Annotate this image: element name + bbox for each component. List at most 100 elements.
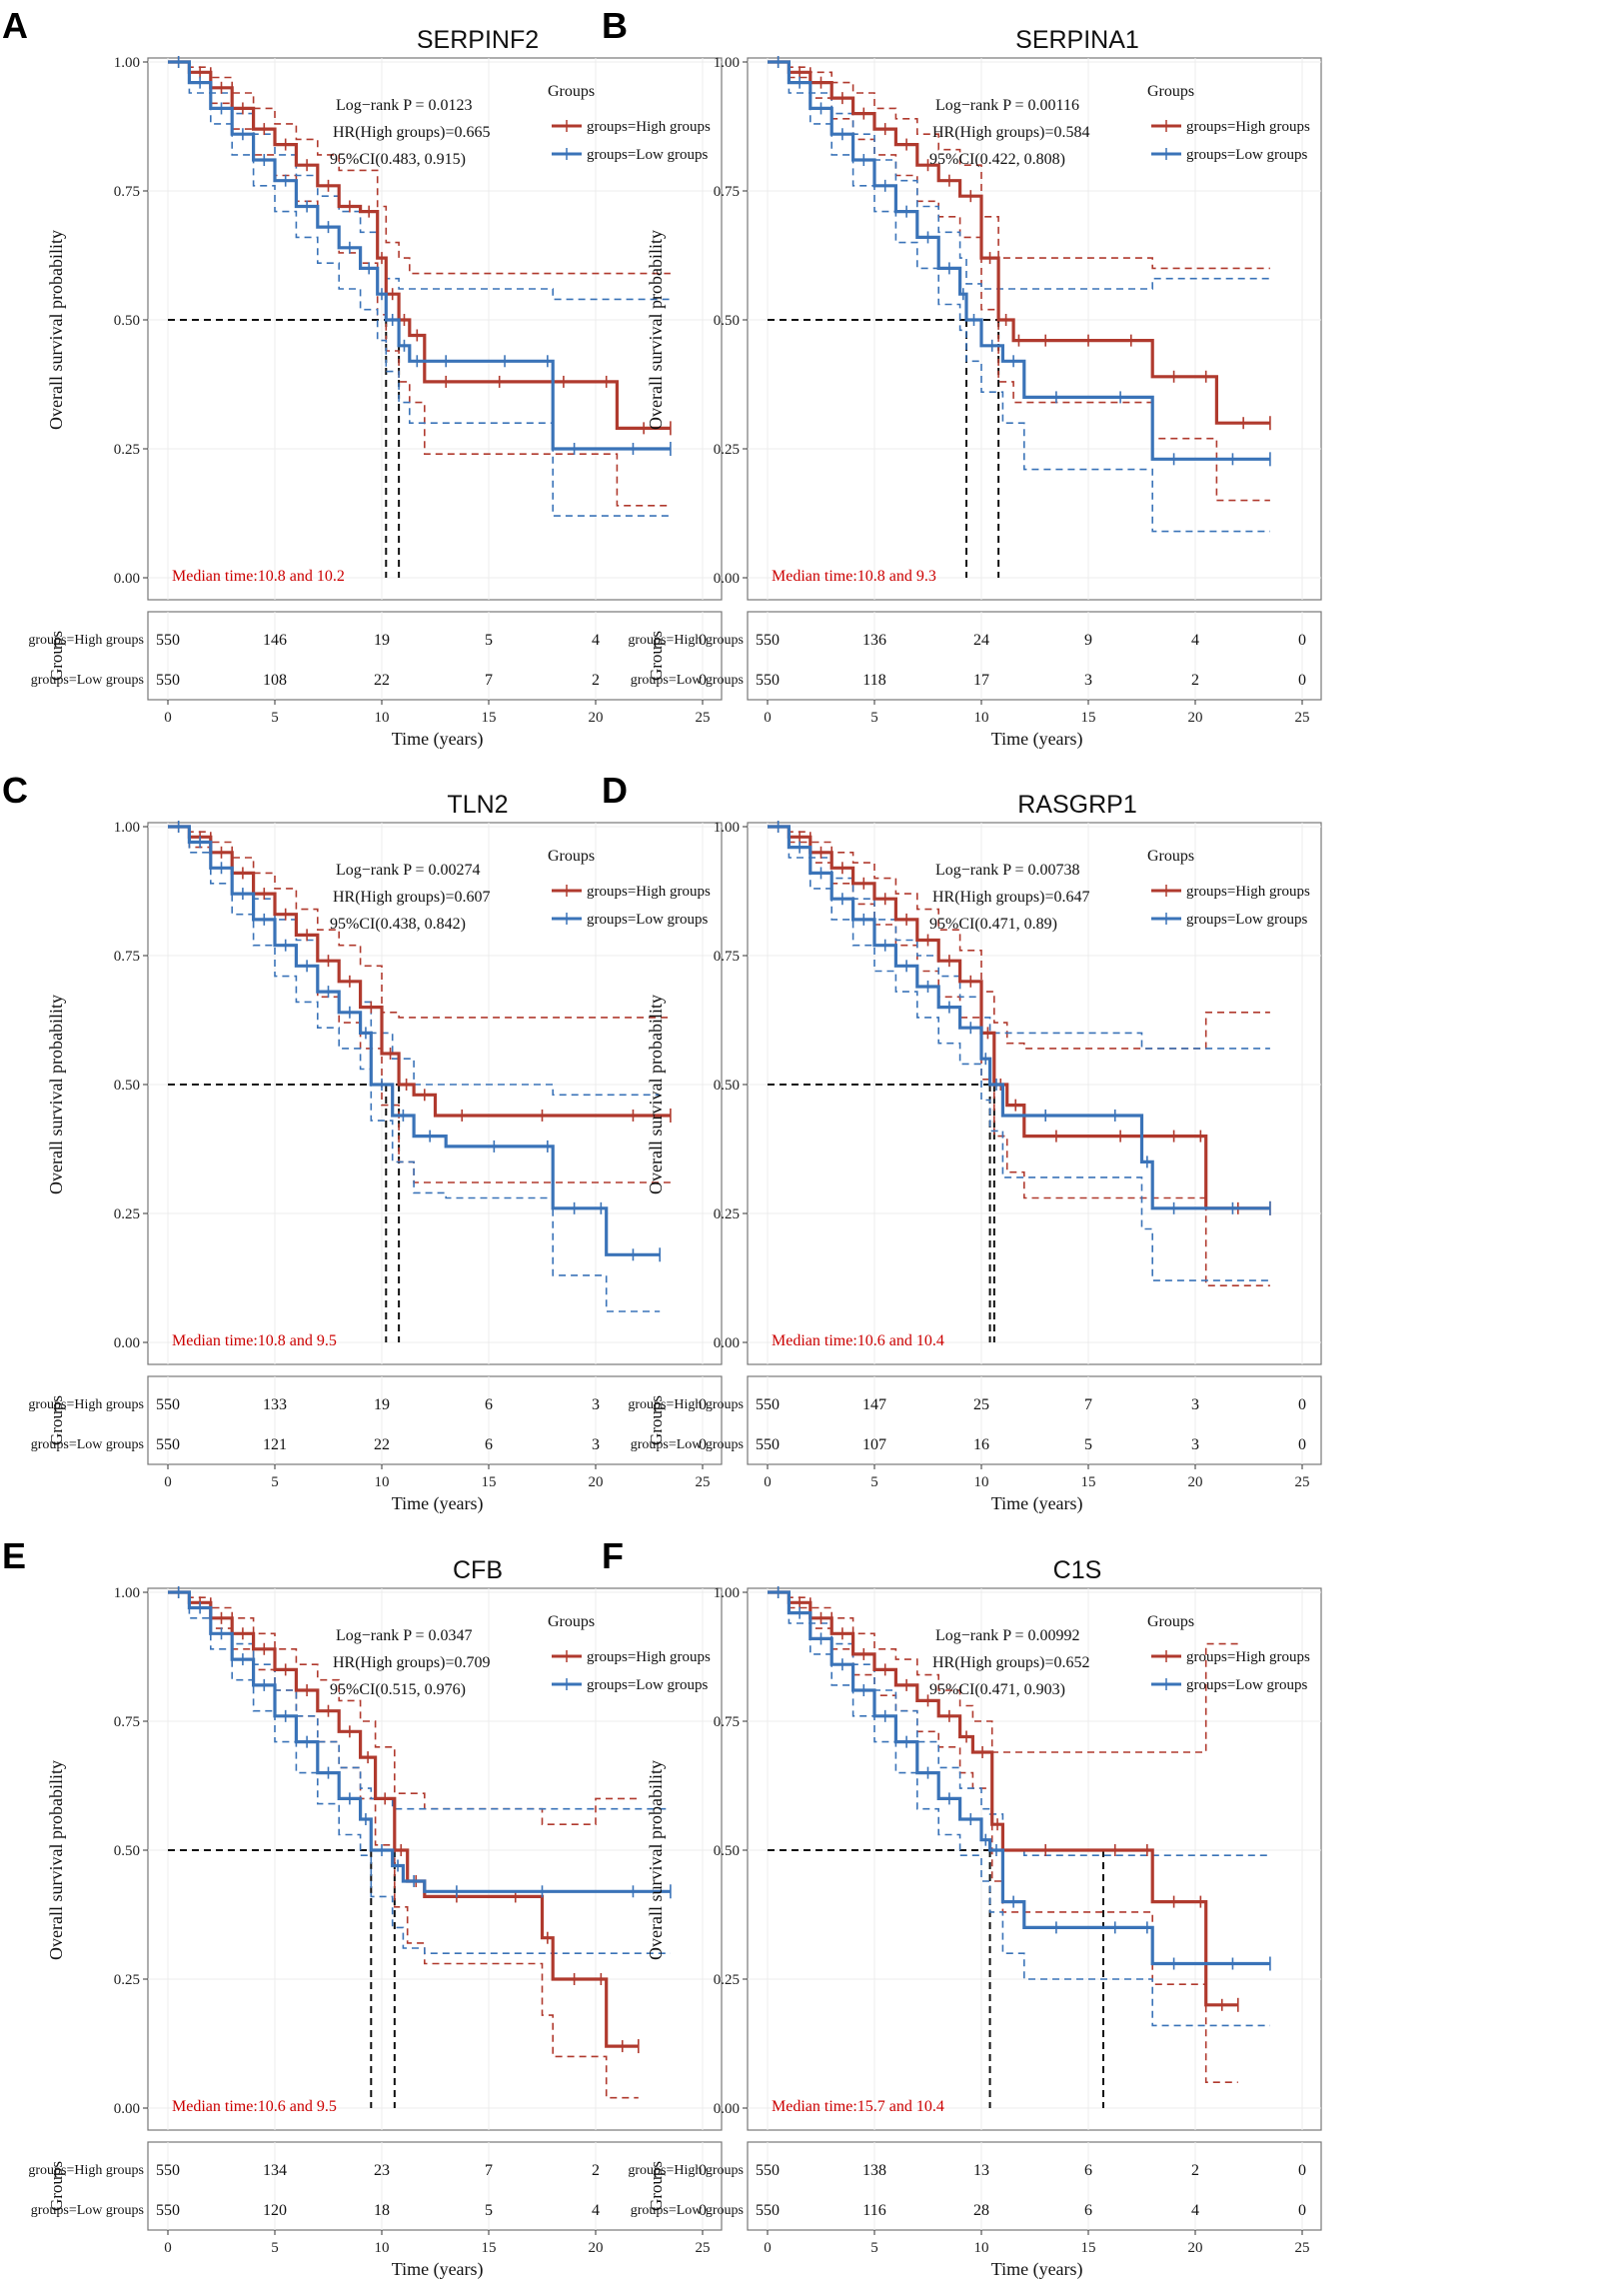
x-tick-label: 20 xyxy=(1188,2240,1203,2256)
risk-table-frame xyxy=(747,2141,1322,2231)
x-tick-label: 0 xyxy=(164,710,172,726)
ci-upper-low xyxy=(168,1591,671,1810)
stat-line-1: Log−rank P = 0.00738 xyxy=(935,862,1080,879)
risk-row-label-high: groups=High groups xyxy=(628,2163,744,2178)
risk-count-low: 550 xyxy=(156,672,180,689)
risk-row-label-high: groups=High groups xyxy=(28,633,144,648)
x-tick-label: 15 xyxy=(1081,1474,1096,1490)
x-tick-label: 10 xyxy=(974,2240,989,2256)
risk-count-low: 0 xyxy=(699,1436,707,1453)
y-tick-label: 1.00 xyxy=(714,55,740,71)
x-tick-label: 5 xyxy=(271,2240,279,2256)
risk-count-low: 0 xyxy=(1298,1436,1306,1453)
stat-line-2: HR(High groups)=0.647 xyxy=(932,889,1089,906)
stat-line-3: 95%CI(0.471, 0.89) xyxy=(929,916,1057,933)
panel-letter: E xyxy=(2,1535,26,1576)
y-tick-label: 0.75 xyxy=(114,1714,140,1730)
legend-label-low: groups=Low groups xyxy=(1186,912,1308,928)
risk-axis-label: Groups xyxy=(47,2161,66,2211)
risk-count-high: 4 xyxy=(1191,632,1199,649)
x-tick-label: 10 xyxy=(974,710,989,726)
x-tick-label: 0 xyxy=(764,710,772,726)
legend-label-low: groups=Low groups xyxy=(587,912,709,928)
legend-label-high: groups=High groups xyxy=(1186,1649,1310,1665)
y-tick-label: 0.75 xyxy=(714,184,740,200)
plot-frame xyxy=(147,57,723,601)
x-tick-label: 5 xyxy=(870,1474,878,1490)
risk-count-low: 108 xyxy=(263,672,287,689)
x-tick-label: 20 xyxy=(589,2240,604,2256)
risk-count-high: 550 xyxy=(156,632,180,649)
risk-count-low: 118 xyxy=(862,672,885,689)
risk-count-low: 28 xyxy=(973,2202,989,2219)
risk-count-high: 550 xyxy=(156,2162,180,2179)
risk-count-high: 6 xyxy=(485,1396,493,1413)
plot-frame xyxy=(747,57,1322,601)
x-tick-label: 15 xyxy=(482,1474,497,1490)
median-time-text: Median time:15.7 and 10.4 xyxy=(772,2098,944,2115)
panel-title: SERPINF2 xyxy=(417,26,539,54)
y-tick-label: 0.50 xyxy=(114,1078,140,1094)
panel-e: E CFB 1.00 0.75 0.50 0.25 0.00 Overall survival… xyxy=(2,1535,723,2280)
ci-upper-low xyxy=(768,826,1270,1050)
risk-count-low: 550 xyxy=(756,2202,780,2219)
legend-label-high: groups=High groups xyxy=(1186,119,1310,135)
risk-count-low: 4 xyxy=(592,2202,600,2219)
x-tick-label: 25 xyxy=(696,710,711,726)
x-axis-label: Time (years) xyxy=(991,1493,1083,1514)
risk-row-label-high: groups=High groups xyxy=(28,2163,144,2178)
risk-count-high: 3 xyxy=(592,1396,600,1413)
risk-count-high: 136 xyxy=(862,632,886,649)
stat-line-3: 95%CI(0.471, 0.903) xyxy=(929,1681,1065,1698)
y-tick-label: 0.50 xyxy=(114,1843,140,1859)
risk-count-high: 0 xyxy=(699,2162,707,2179)
panel-f: F C1S 1.00 0.75 0.50 0.25 0.00 Overall survival… xyxy=(602,1535,1322,2280)
y-axis-label: Overall survival probability xyxy=(646,995,666,1194)
x-tick-label: 20 xyxy=(589,1474,604,1490)
risk-count-low: 121 xyxy=(263,1436,287,1453)
y-tick-label: 0.50 xyxy=(114,313,140,329)
risk-count-low: 22 xyxy=(374,1436,390,1453)
stat-line-2: HR(High groups)=0.584 xyxy=(932,124,1089,141)
median-time-text: Median time:10.6 and 9.5 xyxy=(172,2098,337,2115)
risk-row-label-low: groups=Low groups xyxy=(631,673,744,688)
median-time-text: Median time:10.8 and 10.2 xyxy=(172,568,345,585)
y-tick-label: 0.25 xyxy=(114,1206,140,1222)
plot-frame xyxy=(147,1587,723,2131)
risk-count-high: 6 xyxy=(1084,2162,1092,2179)
risk-table-frame xyxy=(147,1375,723,1465)
stat-line-3: 95%CI(0.483, 0.915) xyxy=(330,151,466,168)
risk-count-low: 6 xyxy=(485,1436,493,1453)
panel-letter: F xyxy=(602,1535,624,1576)
y-tick-label: 0.25 xyxy=(114,442,140,458)
panel-letter: C xyxy=(2,770,28,811)
risk-count-low: 3 xyxy=(1191,1436,1199,1453)
ci-lower-low xyxy=(768,826,1270,1281)
x-axis-label: Time (years) xyxy=(392,1493,484,1514)
risk-count-low: 16 xyxy=(973,1436,989,1453)
y-tick-label: 0.50 xyxy=(714,1843,740,1859)
survival-curve-high xyxy=(168,60,671,430)
ci-upper-high xyxy=(768,1591,1238,1753)
risk-count-low: 116 xyxy=(862,2202,885,2219)
legend-title: Groups xyxy=(548,83,595,100)
risk-count-low: 5 xyxy=(1084,1436,1092,1453)
risk-table-frame xyxy=(747,611,1322,701)
median-time-text: Median time:10.8 and 9.3 xyxy=(772,568,936,585)
x-tick-label: 10 xyxy=(375,1474,390,1490)
legend-label-high: groups=High groups xyxy=(1186,884,1310,900)
legend-label-high: groups=High groups xyxy=(587,1649,711,1665)
panel-c: C TLN2 1.00 0.75 0.50 0.25 0.00 Overall surviva… xyxy=(2,770,723,1514)
panel-title: CFB xyxy=(453,1556,503,1584)
ci-upper-high xyxy=(168,826,671,1019)
y-axis-label: Overall survival probability xyxy=(646,1760,666,1960)
legend-label-high: groups=High groups xyxy=(587,119,711,135)
y-tick-label: 0.00 xyxy=(114,2101,140,2117)
x-tick-label: 25 xyxy=(696,1474,711,1490)
risk-count-low: 18 xyxy=(374,2202,390,2219)
y-axis-label: Overall survival probability xyxy=(46,230,66,430)
x-tick-label: 5 xyxy=(271,710,279,726)
panel-title: C1S xyxy=(1053,1556,1102,1584)
risk-count-high: 7 xyxy=(1084,1396,1092,1413)
risk-count-high: 138 xyxy=(862,2162,886,2179)
